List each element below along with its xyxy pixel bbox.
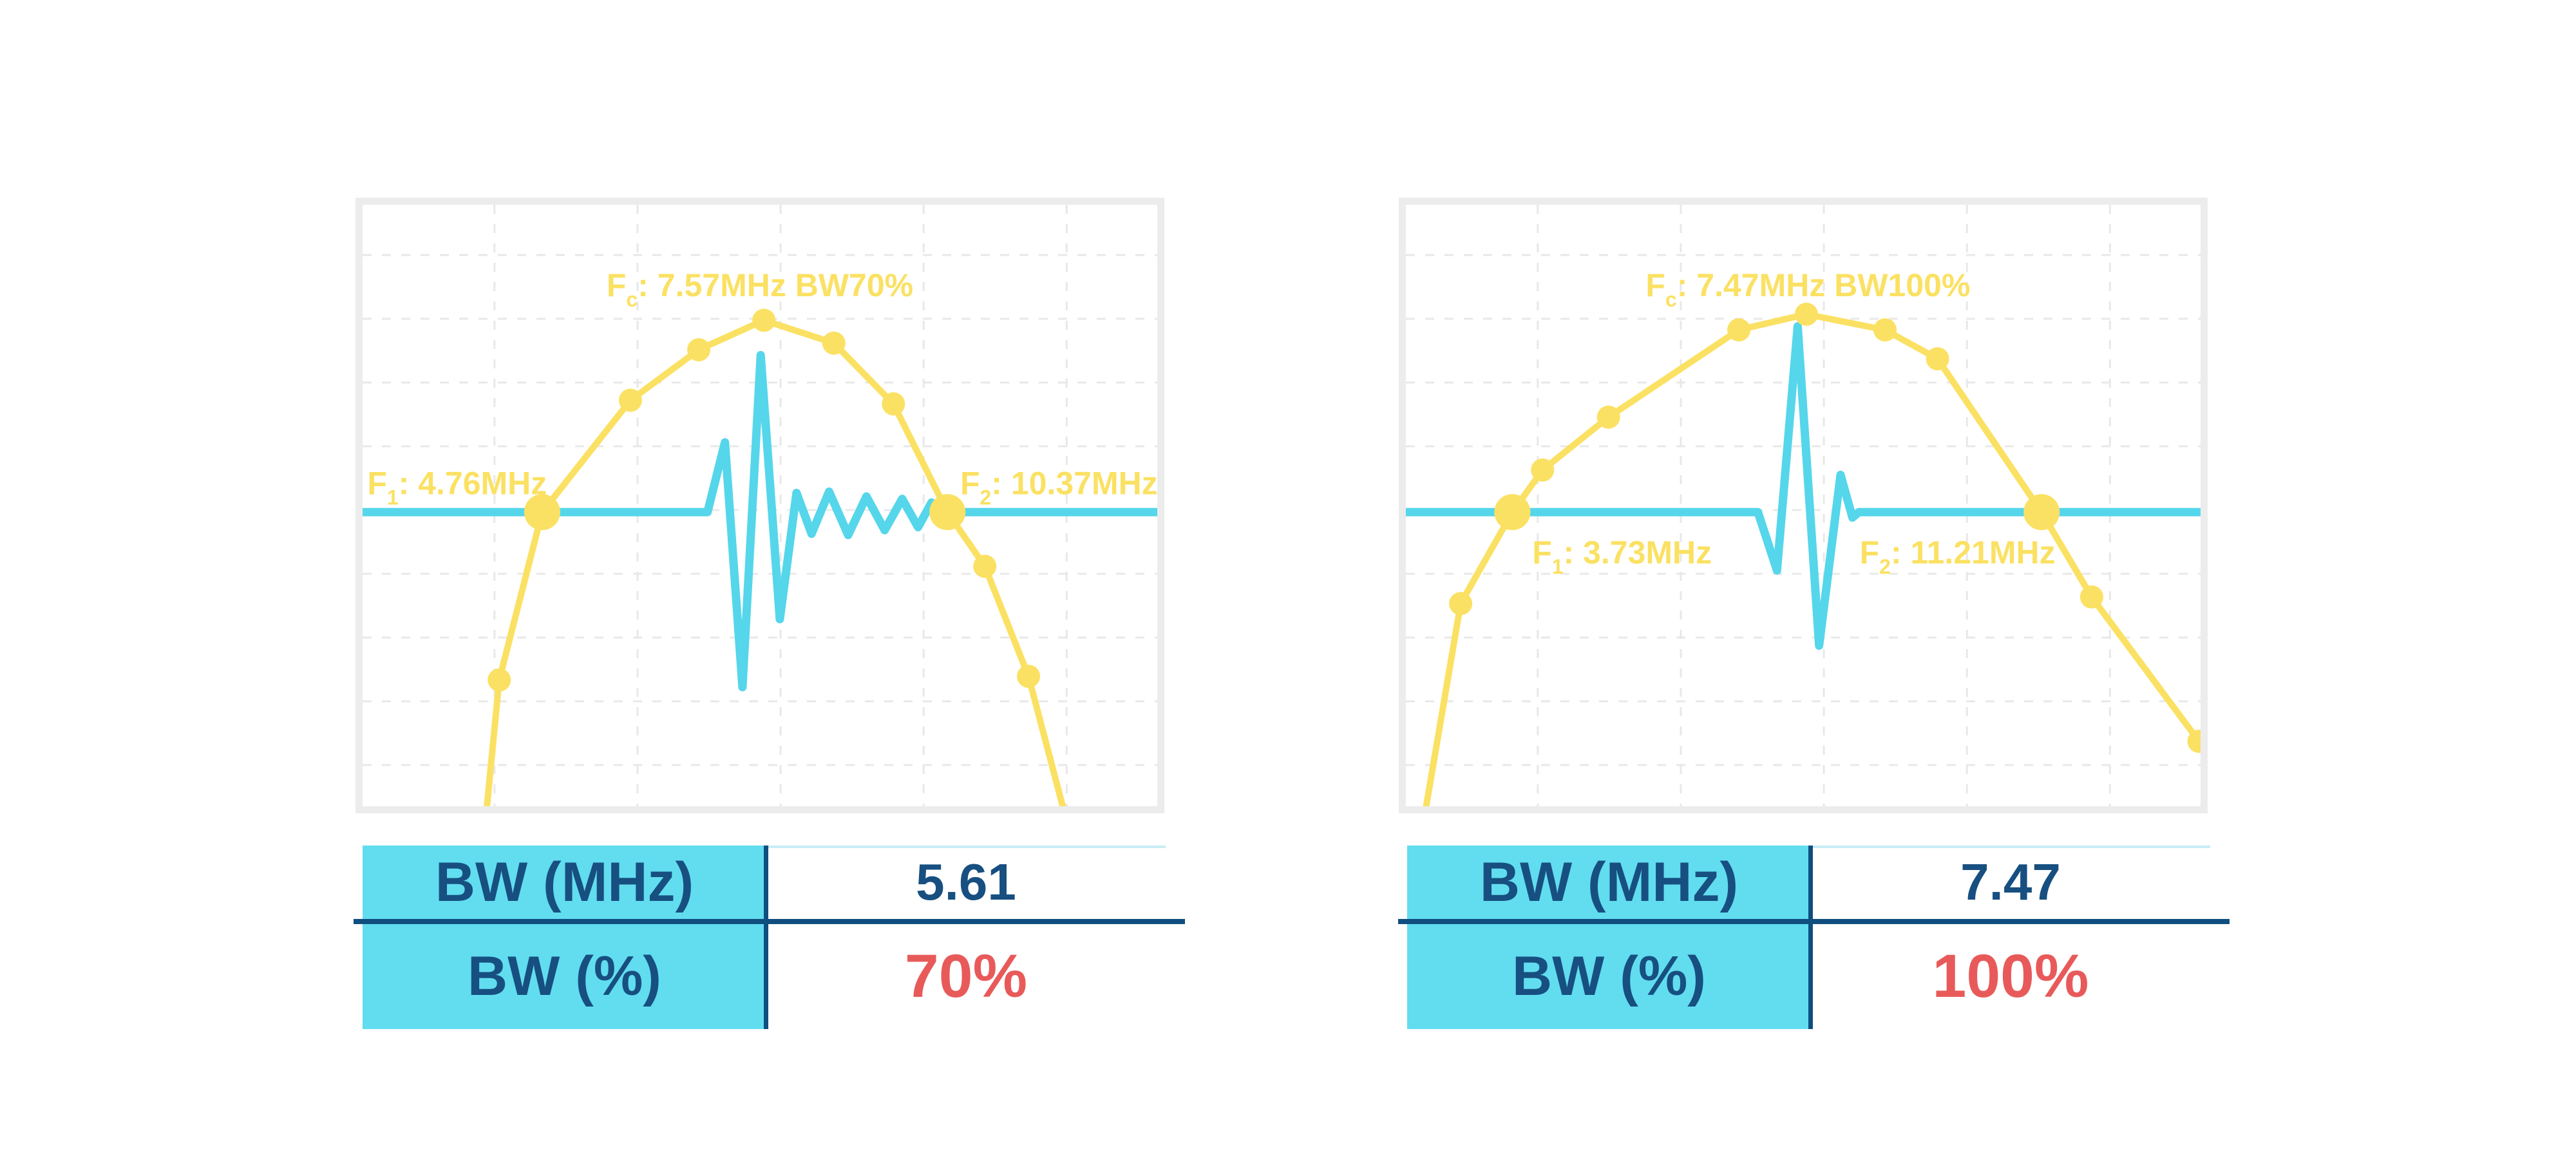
table-row-divider (354, 919, 1185, 924)
data-point-marker (1531, 458, 1555, 482)
half-power-point-marker (2023, 494, 2060, 531)
pulse-echo-waveform-line (1406, 322, 2201, 650)
data-point-marker (822, 331, 846, 355)
data-point-marker (752, 308, 776, 332)
f1-label: F1: 4.76MHz (367, 466, 547, 509)
fc-label: Fc: 7.57MHz BW70% (607, 267, 913, 311)
data-point-marker (2187, 730, 2201, 753)
frequency-spectrum-line (484, 317, 1066, 806)
bandwidth-chart-left-canvas: Fc: 7.57MHz BW70% F1: 4.76MHz F2: 10.37MHz (363, 205, 1157, 806)
bandwidth-chart-right-canvas: Fc: 7.47MHz BW100% F1: 3.73MHz F2: 11.21MH… (1406, 205, 2201, 806)
data-point-marker (687, 338, 710, 362)
table-row-divider (1398, 919, 2230, 924)
data-point-marker (1794, 302, 1818, 326)
half-power-point-marker (524, 494, 560, 531)
half-power-point-marker (929, 494, 966, 531)
data-point-marker (2079, 585, 2103, 609)
bw-mhz-label: BW (MHz) (1479, 851, 1739, 913)
bw-summary-table-right: BW (MHz) 7.47 BW (%) 100% (1398, 846, 2230, 1034)
data-point-marker (1017, 665, 1041, 688)
data-point-marker (1926, 347, 1949, 371)
data-point-marker (973, 554, 997, 578)
data-point-marker (1449, 592, 1473, 616)
bw-percent-label: BW (%) (468, 945, 661, 1007)
data-point-marker (1727, 318, 1751, 342)
bw-mhz-value: 7.47 (1960, 853, 2061, 911)
f2-label: F2: 10.37MHz (960, 466, 1157, 509)
table-column-divider (764, 846, 768, 1029)
data-point-marker (1596, 405, 1620, 429)
bandwidth-chart-left: Fc: 7.57MHz BW70% F1: 4.76MHz F2: 10.37MHz (355, 198, 1164, 813)
bw-mhz-value: 5.61 (916, 853, 1016, 911)
data-point-marker (488, 668, 511, 692)
table-header-column (363, 846, 766, 1029)
table-top-rule (766, 846, 1166, 848)
data-point-marker (618, 388, 642, 412)
bw-summary-table-left: BW (MHz) 5.61 BW (%) 70% (354, 846, 1185, 1034)
bw-percent-value: 70% (904, 942, 1028, 1010)
table-top-rule (1811, 846, 2210, 848)
table-column-divider (1808, 846, 1813, 1029)
bw-percent-label: BW (%) (1512, 945, 1706, 1007)
fc-label: Fc: 7.47MHz BW100% (1645, 267, 1970, 311)
data-point-marker (882, 392, 905, 416)
data-point-marker (1873, 318, 1897, 342)
f1-label: F1: 3.73MHz (1532, 534, 1712, 578)
bw-percent-value: 100% (1932, 942, 2089, 1010)
f2-label: F2: 11.21MHz (1860, 534, 2056, 578)
table-header-column (1407, 846, 1811, 1029)
half-power-point-marker (1494, 494, 1531, 531)
bw-mhz-label: BW (MHz) (435, 851, 694, 913)
bandwidth-chart-right: Fc: 7.47MHz BW100% F1: 3.73MHz F2: 11.21MH… (1399, 198, 2208, 813)
